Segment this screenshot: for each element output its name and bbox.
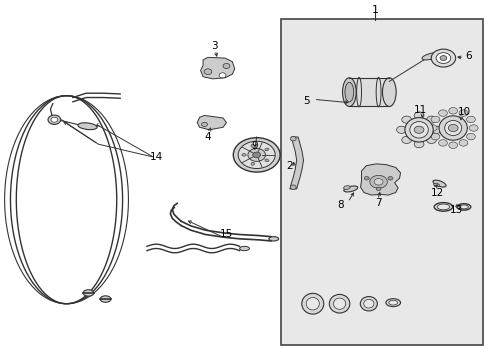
Ellipse shape — [305, 297, 319, 310]
Circle shape — [438, 140, 447, 146]
Circle shape — [426, 116, 435, 123]
Ellipse shape — [382, 78, 395, 107]
Ellipse shape — [264, 148, 268, 151]
Circle shape — [413, 112, 423, 119]
Text: 4: 4 — [204, 132, 211, 142]
Ellipse shape — [239, 246, 249, 251]
Ellipse shape — [83, 290, 94, 296]
Ellipse shape — [438, 116, 467, 140]
Circle shape — [247, 148, 265, 161]
Text: 9: 9 — [251, 141, 258, 151]
Circle shape — [438, 110, 447, 116]
Circle shape — [387, 176, 392, 180]
Bar — [281, 19, 483, 345]
Circle shape — [364, 176, 368, 180]
Circle shape — [430, 116, 439, 123]
Ellipse shape — [100, 296, 111, 302]
Circle shape — [201, 122, 207, 127]
Circle shape — [448, 108, 457, 114]
Ellipse shape — [268, 237, 278, 241]
Circle shape — [447, 125, 457, 132]
Text: 2: 2 — [285, 161, 292, 171]
Ellipse shape — [301, 293, 323, 314]
Ellipse shape — [78, 123, 97, 130]
Circle shape — [396, 126, 406, 134]
Circle shape — [233, 138, 280, 172]
Circle shape — [203, 69, 211, 75]
Text: 15: 15 — [219, 229, 232, 239]
Text: 8: 8 — [337, 200, 343, 210]
Circle shape — [430, 134, 439, 140]
Circle shape — [401, 116, 411, 123]
Circle shape — [48, 115, 61, 125]
Circle shape — [375, 187, 380, 190]
Text: 7: 7 — [374, 198, 381, 208]
Polygon shape — [289, 137, 303, 189]
Ellipse shape — [385, 299, 400, 307]
Polygon shape — [200, 57, 234, 79]
Circle shape — [51, 117, 58, 122]
Ellipse shape — [388, 300, 397, 305]
Circle shape — [448, 142, 457, 148]
Ellipse shape — [343, 186, 357, 192]
Circle shape — [427, 125, 436, 131]
Circle shape — [458, 140, 467, 146]
Bar — [348, 78, 388, 107]
Ellipse shape — [363, 300, 373, 308]
Circle shape — [401, 136, 411, 144]
Circle shape — [290, 136, 296, 141]
Ellipse shape — [432, 180, 445, 187]
Circle shape — [369, 175, 386, 188]
Circle shape — [373, 179, 382, 185]
Text: 13: 13 — [449, 206, 462, 216]
Circle shape — [290, 185, 296, 189]
Ellipse shape — [250, 162, 254, 165]
Text: 11: 11 — [412, 105, 426, 115]
Circle shape — [435, 53, 450, 63]
Ellipse shape — [421, 53, 440, 60]
Polygon shape — [197, 116, 226, 130]
Circle shape — [466, 116, 474, 123]
Circle shape — [223, 63, 229, 68]
Ellipse shape — [444, 121, 461, 135]
Ellipse shape — [329, 294, 349, 313]
Text: 14: 14 — [150, 152, 163, 162]
Ellipse shape — [433, 183, 439, 187]
Ellipse shape — [344, 82, 353, 102]
Text: 1: 1 — [371, 5, 378, 15]
Ellipse shape — [333, 298, 345, 309]
Circle shape — [468, 125, 477, 131]
Circle shape — [431, 126, 441, 134]
Circle shape — [430, 49, 455, 67]
Text: 10: 10 — [456, 107, 469, 117]
Ellipse shape — [342, 78, 355, 107]
Ellipse shape — [409, 122, 427, 138]
Text: 3: 3 — [210, 41, 217, 50]
Ellipse shape — [404, 118, 432, 142]
Text: 5: 5 — [303, 96, 309, 106]
Text: 12: 12 — [429, 188, 443, 198]
Circle shape — [413, 140, 423, 148]
Circle shape — [466, 134, 474, 140]
Circle shape — [219, 73, 225, 78]
Ellipse shape — [360, 297, 377, 311]
Circle shape — [439, 55, 446, 60]
Circle shape — [252, 152, 260, 158]
Text: 6: 6 — [465, 51, 471, 61]
Ellipse shape — [250, 144, 254, 148]
Ellipse shape — [264, 159, 268, 162]
Circle shape — [238, 141, 275, 168]
Polygon shape — [360, 164, 400, 195]
Circle shape — [413, 126, 423, 134]
Circle shape — [458, 110, 467, 116]
Ellipse shape — [242, 154, 245, 156]
Circle shape — [426, 136, 435, 144]
Ellipse shape — [343, 186, 349, 189]
